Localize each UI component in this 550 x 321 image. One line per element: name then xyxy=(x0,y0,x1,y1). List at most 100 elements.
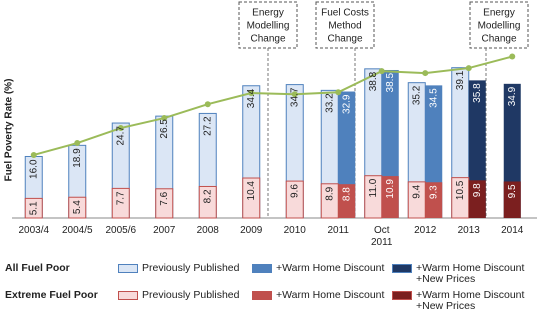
annotation-box xyxy=(315,1,375,49)
annotation-box xyxy=(469,1,529,49)
value-label: 9.3 xyxy=(428,185,439,199)
bar xyxy=(381,176,399,218)
value-label: 34.4 xyxy=(246,88,257,108)
annotation-text: Energy xyxy=(252,8,284,19)
trend-point xyxy=(204,101,211,108)
x-tick-label: 2004/5 xyxy=(62,225,93,236)
value-label: 34.7 xyxy=(289,87,300,107)
x-tick-label-line: 2007 xyxy=(153,225,176,236)
value-label: 9.6 xyxy=(289,184,300,198)
bar xyxy=(155,188,174,219)
value-label: 10.4 xyxy=(246,181,257,201)
trend-point xyxy=(509,53,516,60)
annotation-text: Modelling xyxy=(247,21,290,32)
legend-group-label: Extreme Fuel Poor xyxy=(5,289,98,301)
trend-point xyxy=(291,91,298,98)
legend-swatch xyxy=(392,264,412,273)
trend-point xyxy=(465,65,472,72)
legend-swatch xyxy=(392,291,412,300)
legend-label: +Warm Home Discount +New Prices xyxy=(416,262,525,285)
x-tick-label: 2010 xyxy=(284,225,307,236)
x-tick-label: 2005/6 xyxy=(105,225,136,236)
trend-point xyxy=(248,90,255,97)
trend-point xyxy=(117,125,124,132)
value-label: 5.1 xyxy=(28,201,39,215)
value-label: 24.7 xyxy=(115,126,126,146)
x-tick-label-line: 2011 xyxy=(327,225,349,236)
x-tick-label-line: 2004/5 xyxy=(62,225,93,236)
x-tick-label: Oct 2011 xyxy=(371,225,393,248)
annotation-text: Change xyxy=(481,34,516,45)
trend-point xyxy=(378,68,385,75)
legend-label: Previously Published xyxy=(142,289,240,301)
annotation-box xyxy=(238,1,298,49)
annotation-text: Energy xyxy=(483,8,515,19)
legend-swatch xyxy=(252,291,272,300)
legend-label: +Warm Home Discount +New Prices xyxy=(416,289,525,312)
bar xyxy=(468,180,486,218)
y-axis-label: Fuel Poverty Rate (%) xyxy=(4,79,15,182)
value-label: 11.0 xyxy=(368,178,379,197)
value-label: 8.2 xyxy=(202,189,213,203)
value-label: 26.5 xyxy=(159,119,170,139)
value-label: 18.9 xyxy=(72,148,83,168)
value-label: 35.8 xyxy=(472,83,483,103)
x-tick-label: 2003/4 xyxy=(18,225,49,236)
value-label: 34.5 xyxy=(428,88,439,108)
x-tick-label-line: 2011 xyxy=(371,237,393,248)
x-tick-label: 2007 xyxy=(153,225,176,236)
value-label: 7.6 xyxy=(159,191,170,205)
x-tick-label-line: 2003/4 xyxy=(18,225,49,236)
value-label: 39.1 xyxy=(455,70,466,90)
value-label: 38.8 xyxy=(368,71,379,91)
value-label: 9.8 xyxy=(472,183,483,197)
value-label: 35.2 xyxy=(411,85,422,105)
value-label: 9.4 xyxy=(411,184,422,198)
trend-point xyxy=(30,151,37,158)
annotation-text: Change xyxy=(327,34,362,45)
value-label: 16.0 xyxy=(28,159,39,179)
x-tick-label-line: 2014 xyxy=(501,225,524,236)
value-label: 7.7 xyxy=(115,191,126,205)
annotation-text: Fuel Costs xyxy=(321,8,369,19)
bar xyxy=(68,196,87,219)
value-label: 8.9 xyxy=(324,186,335,200)
x-tick-label: 2008 xyxy=(197,225,220,236)
bar xyxy=(503,181,521,218)
legend-swatch xyxy=(118,291,138,300)
trend-point xyxy=(74,140,81,147)
x-tick-label: 2009 xyxy=(240,225,263,236)
bar xyxy=(285,180,304,219)
value-label: 32.9 xyxy=(341,94,352,114)
value-label: 33.2 xyxy=(324,93,335,113)
x-tick-label-line: 2005/6 xyxy=(105,225,136,236)
legend-group-label: All Fuel Poor xyxy=(5,262,70,274)
value-label: 8.8 xyxy=(341,187,352,201)
x-tick-label-line: 2009 xyxy=(240,225,263,236)
legend-label: +Warm Home Discount xyxy=(276,262,385,274)
value-label: 10.9 xyxy=(385,179,396,199)
value-label: 34.9 xyxy=(507,86,518,106)
value-label: 9.5 xyxy=(507,184,518,198)
trend-point xyxy=(335,89,342,96)
legend-label: +Warm Home Discount xyxy=(276,289,385,301)
value-label: 5.4 xyxy=(72,200,83,214)
trend-point xyxy=(422,70,429,77)
x-tick-label-line: 2013 xyxy=(458,225,481,236)
x-tick-label: 2014 xyxy=(501,225,524,236)
bar xyxy=(338,184,356,218)
x-tick-label-line: 2008 xyxy=(197,225,220,236)
bar xyxy=(198,185,217,219)
bar xyxy=(242,177,261,219)
value-label: 38.5 xyxy=(385,73,396,93)
x-tick-label-line: 2012 xyxy=(414,225,437,236)
trend-point xyxy=(161,115,168,122)
trend-line xyxy=(33,55,513,156)
value-label: 10.5 xyxy=(455,180,466,200)
legend-swatch xyxy=(252,264,272,273)
annotation-text: Change xyxy=(250,34,285,45)
value-label: 27.2 xyxy=(202,116,213,136)
bar xyxy=(425,182,443,218)
bar xyxy=(24,197,43,219)
